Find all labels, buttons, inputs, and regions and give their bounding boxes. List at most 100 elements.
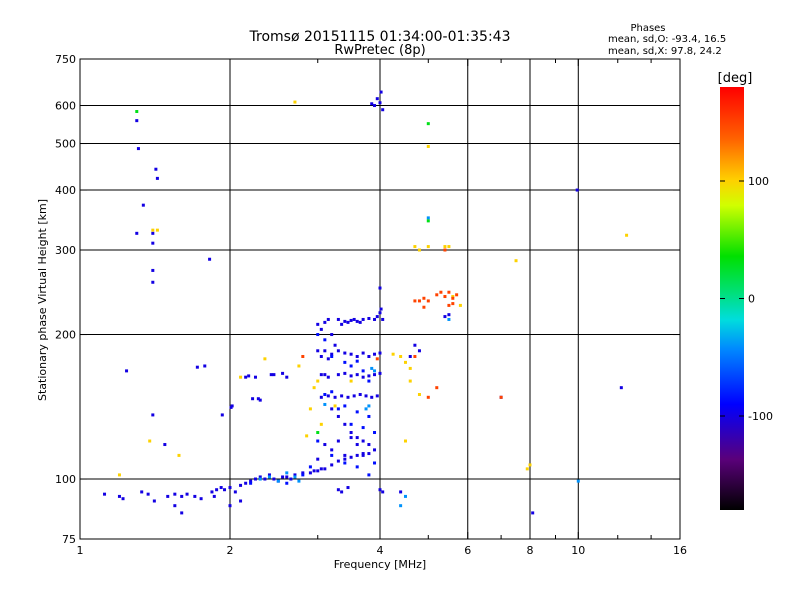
data-point	[228, 504, 232, 508]
data-point	[364, 407, 368, 411]
data-point	[361, 375, 365, 379]
data-point	[251, 397, 255, 401]
data-point	[323, 320, 327, 324]
data-point	[330, 333, 334, 337]
data-point	[343, 461, 347, 465]
data-point	[349, 436, 353, 440]
data-point	[625, 233, 629, 237]
data-point	[316, 333, 320, 337]
y-tick-label: 300	[55, 244, 76, 257]
data-point	[316, 469, 320, 473]
phases-line-o: mean, sd,O: -93.4, 16.5	[608, 34, 726, 45]
data-point	[343, 351, 347, 355]
data-point	[352, 394, 356, 398]
data-point	[340, 394, 344, 398]
data-point	[361, 452, 365, 456]
colorbar-tick-label: 0	[748, 293, 755, 306]
data-point	[413, 245, 417, 249]
data-point	[301, 471, 305, 475]
data-point	[361, 369, 365, 373]
data-point	[193, 494, 197, 498]
data-point	[103, 492, 107, 496]
x-tick-label: 6	[464, 544, 471, 557]
data-point	[355, 373, 359, 377]
data-point	[330, 453, 334, 457]
data-point	[443, 248, 447, 252]
data-point	[135, 119, 139, 123]
x-tick-label: 10	[571, 544, 585, 557]
y-tick-label: 75	[62, 533, 76, 546]
data-point	[333, 343, 337, 347]
data-point	[403, 360, 407, 364]
data-point	[417, 393, 421, 397]
data-point	[323, 373, 327, 377]
data-point	[375, 357, 379, 361]
data-point	[151, 231, 155, 235]
data-point	[373, 352, 377, 356]
data-point	[263, 477, 267, 481]
data-point	[349, 379, 353, 383]
data-point	[379, 307, 383, 311]
data-point	[346, 486, 350, 490]
data-point	[223, 488, 227, 492]
data-point	[125, 369, 129, 373]
data-point	[117, 494, 121, 498]
data-point	[323, 393, 327, 397]
data-point	[319, 422, 323, 426]
data-point	[319, 354, 323, 358]
data-point	[330, 352, 334, 356]
data-point	[323, 338, 327, 342]
data-point	[361, 317, 365, 321]
data-point	[326, 375, 330, 379]
data-point	[336, 439, 340, 443]
data-point	[323, 402, 327, 406]
data-point	[447, 313, 451, 317]
data-point	[293, 475, 297, 479]
data-point	[373, 461, 377, 465]
data-point	[148, 439, 152, 443]
data-point	[355, 453, 359, 457]
data-point	[336, 459, 340, 463]
data-point	[422, 305, 426, 309]
data-point	[525, 467, 529, 471]
data-point	[330, 463, 334, 467]
data-point	[301, 473, 305, 477]
data-point	[399, 354, 403, 358]
data-point	[272, 373, 276, 377]
data-point	[426, 216, 430, 220]
data-point	[301, 354, 305, 358]
data-point	[316, 457, 320, 461]
data-point	[155, 176, 159, 180]
data-point	[154, 167, 158, 171]
data-point	[177, 453, 181, 457]
data-point	[458, 303, 462, 307]
data-point	[173, 504, 177, 508]
data-point	[375, 394, 379, 398]
data-point	[417, 248, 421, 252]
data-point	[305, 434, 309, 438]
data-point	[417, 349, 421, 353]
data-point	[381, 108, 385, 112]
data-point	[451, 302, 455, 306]
data-point	[426, 395, 430, 399]
data-point	[239, 499, 243, 503]
data-point	[355, 354, 359, 358]
data-point	[381, 317, 385, 321]
data-point	[358, 393, 362, 397]
data-point	[230, 404, 234, 408]
data-point	[333, 395, 337, 399]
x-tick-label: 1	[77, 544, 84, 557]
data-point	[355, 436, 359, 440]
data-point	[195, 365, 199, 369]
data-point	[151, 413, 155, 417]
data-point	[173, 492, 177, 496]
data-point	[185, 492, 189, 496]
data-point	[367, 374, 371, 378]
data-point	[316, 349, 320, 353]
data-point	[343, 360, 347, 364]
colorbar-tick-label: 100	[748, 175, 769, 188]
data-point	[367, 354, 371, 358]
data-point	[378, 101, 382, 105]
data-point	[378, 371, 382, 375]
data-point	[355, 465, 359, 469]
